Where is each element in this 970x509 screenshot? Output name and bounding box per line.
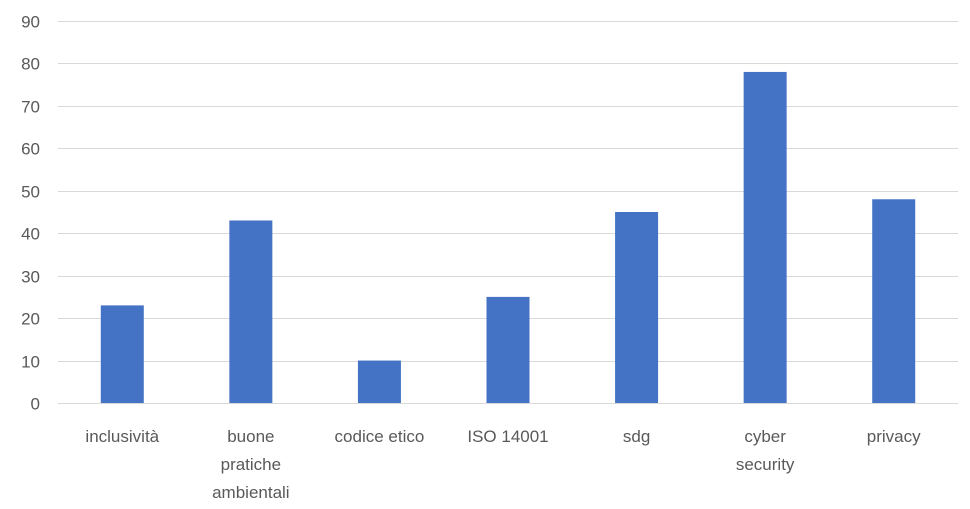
x-axis-labels: inclusività buone pratiche ambientali codice… [85, 427, 921, 502]
x-category-label: inclusività [85, 427, 159, 446]
bars [100, 71, 916, 403]
x-category-label: codice etico [335, 427, 425, 446]
bar [872, 199, 916, 403]
x-category-label: ISO 14001 [467, 427, 548, 446]
gridlines [58, 21, 958, 404]
y-tick-label: 70 [21, 98, 40, 117]
bar [100, 305, 144, 403]
x-category-label-line: security [736, 455, 795, 474]
x-category-label-line: ISO 14001 [467, 427, 548, 446]
x-category-label-line: privacy [867, 427, 921, 446]
bar [615, 212, 659, 403]
x-category-label: buone pratiche ambientali [212, 427, 290, 502]
y-tick-label: 20 [21, 310, 40, 329]
y-tick-label: 80 [21, 55, 40, 74]
y-tick-label: 50 [21, 183, 40, 202]
x-category-label: privacy [867, 427, 921, 446]
x-category-label-line: cyber [744, 427, 786, 446]
y-axis-ticks: 0 10 20 30 40 50 60 70 80 90 [21, 13, 40, 414]
y-tick-label: 10 [21, 353, 40, 372]
x-category-label-line: codice etico [335, 427, 425, 446]
x-category-label-line: ambientali [212, 483, 290, 502]
x-category-label-line: sdg [623, 427, 650, 446]
x-category-label-line: buone [227, 427, 274, 446]
x-category-label-line: inclusività [85, 427, 159, 446]
bar [743, 71, 787, 403]
x-category-label: cyber security [736, 427, 795, 474]
y-tick-label: 90 [21, 13, 40, 32]
y-tick-label: 30 [21, 268, 40, 287]
y-tick-label: 60 [21, 140, 40, 159]
bar [486, 296, 530, 403]
x-category-label-line: pratiche [221, 455, 281, 474]
bar [229, 220, 273, 403]
y-tick-label: 40 [21, 225, 40, 244]
bar [357, 360, 401, 403]
x-category-label: sdg [623, 427, 650, 446]
y-tick-label: 0 [31, 395, 40, 414]
